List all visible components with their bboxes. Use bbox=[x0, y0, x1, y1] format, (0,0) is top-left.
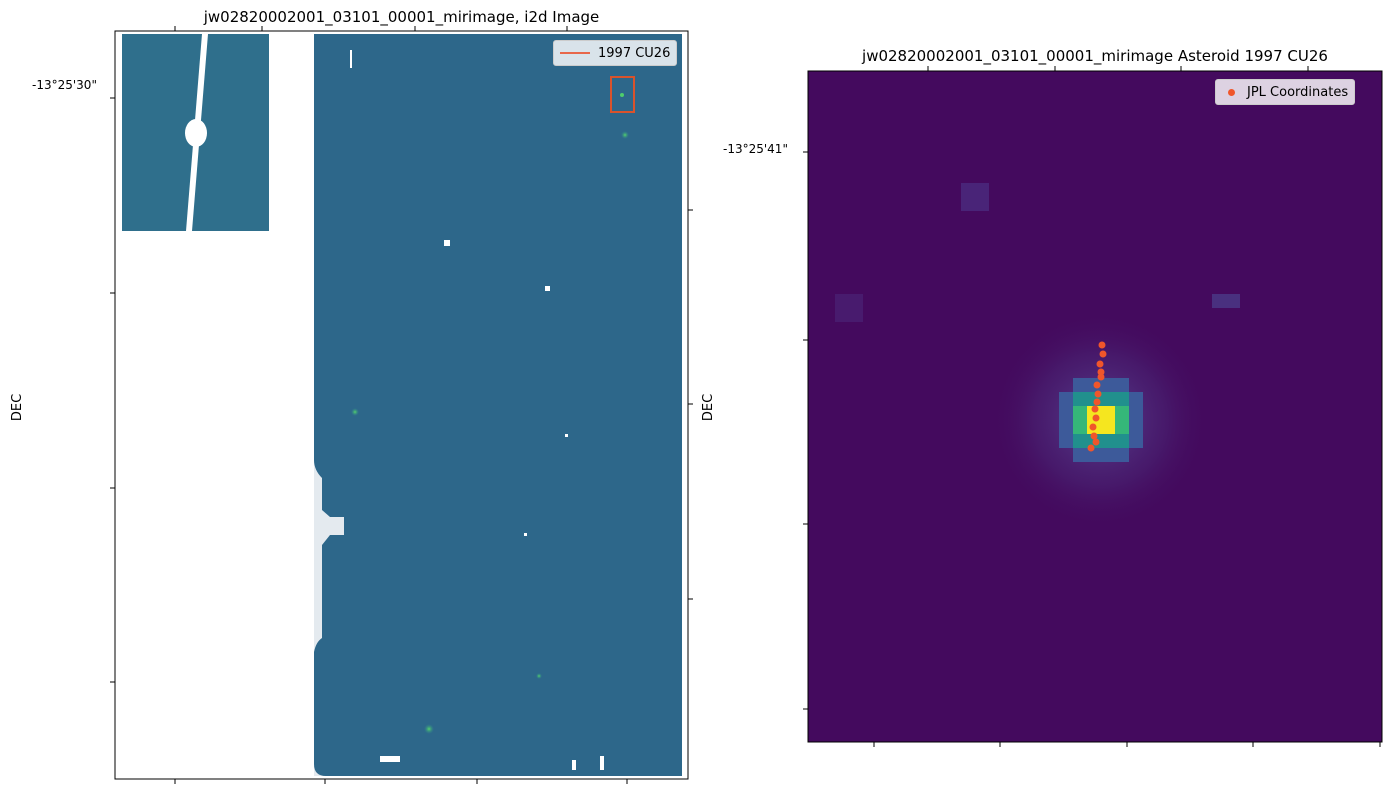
star bbox=[351, 408, 359, 416]
faint-pixel bbox=[961, 183, 989, 211]
jpl-point bbox=[1089, 423, 1097, 431]
legend-dot-swatch bbox=[1228, 88, 1235, 96]
right-ytick-label: -13°25'41" bbox=[723, 142, 788, 156]
right-image bbox=[808, 71, 1382, 742]
left-ytick-label: -13°25'30" bbox=[32, 78, 97, 92]
faint-pixel bbox=[1212, 294, 1240, 308]
right-ticks bbox=[803, 66, 1381, 747]
right-chart-title: jw02820002001_03101_00001_mirimage Aster… bbox=[862, 47, 1328, 65]
bad-pixel bbox=[572, 760, 576, 770]
left-chart-title: jw02820002001_03101_00001_mirimage, i2d … bbox=[203, 8, 600, 26]
jpl-point bbox=[1097, 368, 1105, 376]
left-ticks bbox=[110, 26, 693, 784]
jpl-point bbox=[1093, 381, 1101, 389]
bad-pixel bbox=[600, 756, 604, 770]
left-image bbox=[122, 34, 682, 776]
star bbox=[424, 724, 434, 734]
bad-pixel bbox=[444, 240, 450, 246]
jpl-point bbox=[1093, 398, 1101, 406]
jpl-point bbox=[1096, 360, 1104, 368]
bad-pixel bbox=[545, 286, 550, 291]
left-hole bbox=[185, 119, 207, 147]
jpl-point bbox=[1092, 414, 1100, 422]
left-main-image bbox=[314, 34, 682, 776]
jpl-point bbox=[1090, 432, 1098, 440]
left-axes-frame bbox=[114, 30, 689, 780]
jpl-point bbox=[1098, 341, 1106, 349]
right-axes-frame bbox=[807, 70, 1383, 743]
jpl-point bbox=[1094, 390, 1102, 398]
legend-label: JPL Coordinates bbox=[1247, 84, 1349, 100]
right-legend: JPL Coordinates bbox=[1215, 79, 1356, 105]
left-image-shade bbox=[314, 34, 682, 776]
bad-pixel bbox=[380, 756, 400, 762]
bad-pixel bbox=[565, 434, 568, 437]
left-legend: 1997 CU26 bbox=[553, 40, 678, 66]
jpl-point bbox=[1097, 373, 1105, 381]
star bbox=[621, 131, 629, 139]
jpl-point bbox=[1092, 438, 1100, 446]
jpl-point bbox=[1099, 350, 1107, 358]
legend-line-swatch bbox=[560, 52, 590, 54]
star bbox=[536, 673, 542, 679]
star bbox=[620, 93, 624, 97]
faint-pixel bbox=[835, 294, 863, 322]
jpl-points bbox=[1087, 341, 1107, 452]
legend-label: 1997 CU26 bbox=[598, 45, 671, 61]
asteroid-box bbox=[610, 76, 635, 113]
bad-pixel bbox=[524, 533, 527, 536]
bad-pixel bbox=[350, 50, 352, 68]
jpl-point bbox=[1087, 444, 1095, 452]
jpl-point bbox=[1091, 405, 1099, 413]
